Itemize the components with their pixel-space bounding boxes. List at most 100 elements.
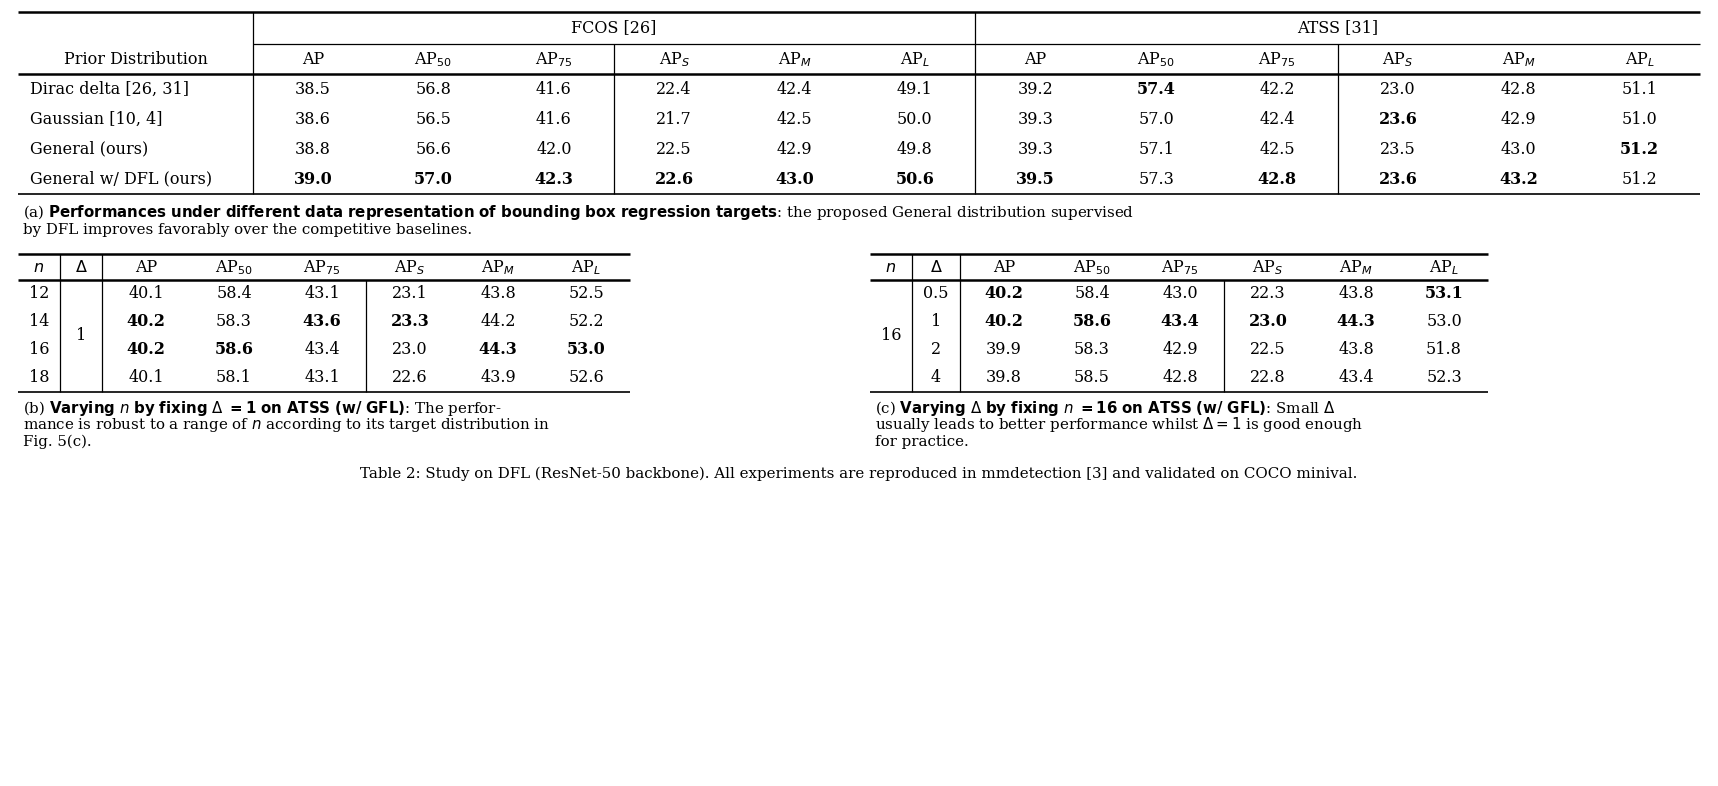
Text: 49.1: 49.1	[897, 80, 933, 97]
Text: AP$_M$: AP$_M$	[1502, 50, 1536, 69]
Text: 23.6: 23.6	[1378, 171, 1417, 188]
Text: 53.0: 53.0	[567, 341, 605, 358]
Text: 58.4: 58.4	[1074, 285, 1110, 303]
Text: Gaussian [10, 4]: Gaussian [10, 4]	[29, 111, 163, 127]
Text: 22.5: 22.5	[1251, 341, 1285, 358]
Text: Dirac delta [26, 31]: Dirac delta [26, 31]	[29, 80, 189, 97]
Text: 43.6: 43.6	[302, 314, 342, 330]
Text: 43.2: 43.2	[1500, 171, 1538, 188]
Text: 23.0: 23.0	[1249, 314, 1287, 330]
Text: 42.9: 42.9	[1161, 341, 1197, 358]
Text: 1: 1	[931, 314, 941, 330]
Text: 23.6: 23.6	[1378, 111, 1417, 127]
Text: 42.5: 42.5	[777, 111, 813, 127]
Text: AP: AP	[136, 259, 156, 277]
Text: $n$: $n$	[885, 259, 897, 277]
Text: 2: 2	[931, 341, 941, 358]
Text: 57.0: 57.0	[1139, 111, 1173, 127]
Text: 40.2: 40.2	[984, 285, 1024, 303]
Text: 57.0: 57.0	[414, 171, 454, 188]
Text: AP$_L$: AP$_L$	[900, 50, 929, 69]
Text: 39.8: 39.8	[986, 369, 1022, 387]
Text: 16: 16	[881, 328, 902, 344]
Text: AP$_L$: AP$_L$	[570, 259, 601, 277]
Text: 18: 18	[29, 369, 50, 387]
Text: AP$_M$: AP$_M$	[778, 50, 811, 69]
Text: 56.5: 56.5	[416, 111, 452, 127]
Text: 22.3: 22.3	[1251, 285, 1285, 303]
Text: 42.9: 42.9	[777, 141, 813, 157]
Text: 42.5: 42.5	[1259, 141, 1295, 157]
Text: 43.9: 43.9	[479, 369, 515, 387]
Text: AP: AP	[302, 52, 325, 68]
Text: AP$_S$: AP$_S$	[395, 259, 426, 277]
Text: 16: 16	[29, 341, 50, 358]
Text: $n$: $n$	[33, 259, 45, 277]
Text: AP$_L$: AP$_L$	[1625, 50, 1654, 69]
Text: 42.3: 42.3	[534, 171, 574, 188]
Text: mance is robust to a range of $n$ according to its target distribution in: mance is robust to a range of $n$ accord…	[22, 416, 550, 434]
Text: AP$_{75}$: AP$_{75}$	[1161, 259, 1199, 277]
Text: 0.5: 0.5	[923, 285, 948, 303]
Text: 57.4: 57.4	[1137, 80, 1175, 97]
Text: 40.2: 40.2	[127, 314, 165, 330]
Text: AP$_{50}$: AP$_{50}$	[215, 259, 253, 277]
Text: 43.4: 43.4	[1338, 369, 1374, 387]
Text: 53.0: 53.0	[1426, 314, 1462, 330]
Text: 42.8: 42.8	[1258, 171, 1297, 188]
Text: by DFL improves favorably over the competitive baselines.: by DFL improves favorably over the compe…	[22, 223, 472, 237]
Text: AP$_{50}$: AP$_{50}$	[414, 50, 452, 69]
Text: AP$_{75}$: AP$_{75}$	[1258, 50, 1295, 69]
Text: 42.2: 42.2	[1259, 80, 1295, 97]
Text: 43.4: 43.4	[304, 341, 340, 358]
Text: AP$_S$: AP$_S$	[1252, 259, 1283, 277]
Text: 23.3: 23.3	[390, 314, 430, 330]
Text: 58.6: 58.6	[215, 341, 254, 358]
Text: 40.1: 40.1	[129, 369, 163, 387]
Text: AP: AP	[993, 259, 1015, 277]
Text: 23.0: 23.0	[392, 341, 428, 358]
Text: 43.1: 43.1	[304, 369, 340, 387]
Text: 52.2: 52.2	[569, 314, 603, 330]
Text: 43.0: 43.0	[775, 171, 814, 188]
Text: 44.2: 44.2	[481, 314, 515, 330]
Text: 39.9: 39.9	[986, 341, 1022, 358]
Text: 14: 14	[29, 314, 50, 330]
Text: 58.5: 58.5	[1074, 369, 1110, 387]
Text: 52.6: 52.6	[569, 369, 603, 387]
Text: 51.2: 51.2	[1620, 141, 1660, 157]
Text: 44.3: 44.3	[479, 341, 517, 358]
Text: 58.1: 58.1	[216, 369, 253, 387]
Text: 40.2: 40.2	[984, 314, 1024, 330]
Text: 52.3: 52.3	[1426, 369, 1462, 387]
Text: AP$_{75}$: AP$_{75}$	[302, 259, 340, 277]
Text: 4: 4	[931, 369, 941, 387]
Text: AP$_{50}$: AP$_{50}$	[1137, 50, 1175, 69]
Text: 44.3: 44.3	[1337, 314, 1376, 330]
Text: Table 2: Study on DFL (ResNet-50 backbone). All experiments are reproduced in mm: Table 2: Study on DFL (ResNet-50 backbon…	[361, 467, 1357, 481]
Text: Fig. 5(c).: Fig. 5(c).	[22, 435, 91, 449]
Text: AP$_M$: AP$_M$	[1338, 259, 1373, 277]
Text: 42.8: 42.8	[1161, 369, 1197, 387]
Text: 22.6: 22.6	[655, 171, 694, 188]
Text: AP$_{50}$: AP$_{50}$	[1074, 259, 1112, 277]
Text: 51.2: 51.2	[1622, 171, 1658, 188]
Text: 23.0: 23.0	[1380, 80, 1416, 97]
Text: 43.1: 43.1	[304, 285, 340, 303]
Text: (b) $\bf{Varying}$ $\mathit{n}$ $\bf{by\ fixing}$ $\mathit{\Delta}$ $\bf{= 1\ on: (b) $\bf{Varying}$ $\mathit{n}$ $\bf{by\…	[22, 399, 502, 417]
Text: 41.6: 41.6	[536, 111, 572, 127]
Text: 56.6: 56.6	[416, 141, 452, 157]
Text: 56.8: 56.8	[416, 80, 452, 97]
Text: usually leads to better performance whilst $\Delta = 1$ is good enough: usually leads to better performance whil…	[874, 416, 1362, 435]
Text: 40.2: 40.2	[127, 341, 165, 358]
Text: (a) $\bf{Performances\ under\ different\ data\ representation\ of\ bounding\ box: (a) $\bf{Performances\ under\ different\…	[22, 203, 1134, 222]
Text: 58.3: 58.3	[216, 314, 253, 330]
Text: 41.6: 41.6	[536, 80, 572, 97]
Text: 39.5: 39.5	[1015, 171, 1055, 188]
Text: AP$_M$: AP$_M$	[481, 259, 515, 277]
Text: 38.6: 38.6	[295, 111, 332, 127]
Text: FCOS [26]: FCOS [26]	[572, 20, 656, 36]
Text: 21.7: 21.7	[656, 111, 692, 127]
Text: 42.0: 42.0	[536, 141, 572, 157]
Text: $\Delta$: $\Delta$	[74, 259, 88, 277]
